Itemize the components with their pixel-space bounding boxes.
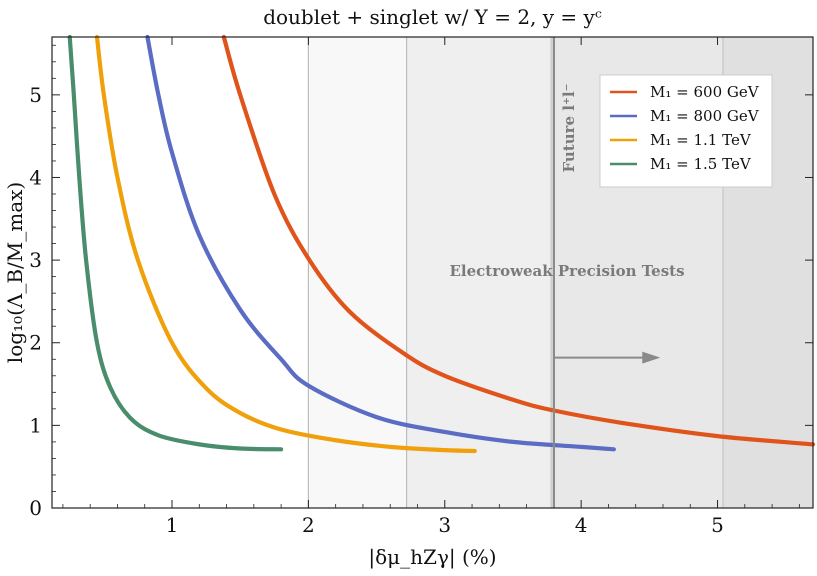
x-tick-label: 1 (166, 513, 179, 537)
x-tick-label: 2 (302, 513, 315, 537)
ewpt-label: Electroweak Precision Tests (449, 262, 684, 280)
y-tick-label: 2 (29, 331, 42, 355)
x-tick-label: 3 (438, 513, 451, 537)
axis-ticks: 1 2 3 4 5 0 1 2 3 4 5 (29, 37, 813, 537)
chart-title: doublet + singlet w/ Y = 2, y = yᶜ (263, 5, 602, 29)
future-label: Future l⁺l⁻ (560, 83, 578, 172)
curves (67, 34, 816, 454)
y-axis-label: log₁₀(Λ_B/M_max) (3, 182, 27, 363)
legend-label-3: M₁ = 1.1 TeV (650, 131, 752, 149)
legend-label-2: M₁ = 800 GeV (650, 107, 760, 125)
legend-label-1: M₁ = 600 GeV (650, 83, 760, 101)
series-line-1 (221, 34, 816, 447)
x-tick-label: 4 (575, 513, 588, 537)
y-tick-label: 3 (29, 248, 42, 272)
future-annotation: Future l⁺l⁻ (552, 37, 661, 508)
series-line-2 (145, 34, 616, 452)
y-tick-label: 1 (29, 413, 42, 437)
series-line-4 (67, 34, 284, 452)
arrow-head (642, 351, 661, 364)
y-tick-label: 4 (29, 165, 42, 189)
legend: M₁ = 600 GeV M₁ = 800 GeV M₁ = 1.1 TeV M₁ =… (599, 74, 773, 188)
legend-label-4: M₁ = 1.5 TeV (650, 155, 752, 173)
y-tick-label: 5 (29, 83, 42, 107)
series-line-3 (94, 34, 477, 454)
y-tick-label: 0 (29, 496, 42, 520)
x-tick-label: 5 (711, 513, 724, 537)
plot-frame (51, 36, 814, 509)
x-axis-label: |δμ_hZγ| (%) (368, 545, 496, 570)
legend-box (599, 74, 773, 188)
